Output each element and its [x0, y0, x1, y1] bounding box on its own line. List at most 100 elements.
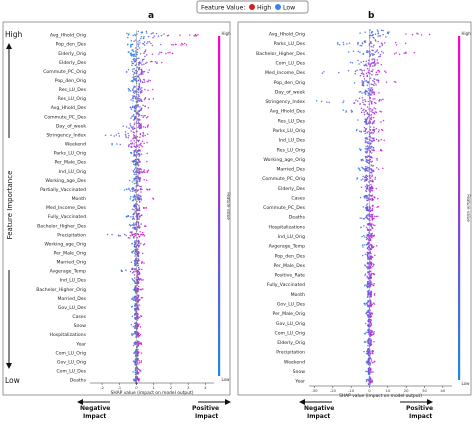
- shap-point: [363, 103, 365, 105]
- shap-point: [366, 149, 368, 152]
- shap-point: [372, 180, 374, 182]
- shap-point: [373, 303, 376, 305]
- shap-point: [354, 72, 356, 75]
- shap-point: [146, 152, 148, 155]
- shap-point: [371, 380, 374, 383]
- shap-point: [140, 62, 142, 64]
- shap-point: [360, 226, 362, 229]
- shap-point: [370, 235, 372, 237]
- shap-point: [139, 185, 141, 188]
- feature-label: Com_LU_Des: [56, 369, 86, 375]
- shap-point: [148, 69, 151, 71]
- shap-point: [132, 68, 134, 70]
- feature-row-points: [131, 202, 148, 212]
- feature-label: Parks_LU_Orig: [54, 151, 86, 157]
- shap-point: [363, 121, 366, 123]
- feature-row-points: [130, 330, 142, 338]
- feature-row-points: [131, 158, 148, 167]
- shap-point: [133, 274, 136, 276]
- shap-point: [143, 78, 145, 81]
- shap-point: [371, 174, 374, 176]
- shap-point: [363, 69, 365, 72]
- shap-point: [133, 235, 135, 238]
- feature-label: Med_Income_Des: [46, 205, 87, 211]
- shap-point: [376, 59, 379, 61]
- shap-point: [132, 115, 134, 117]
- shap-point: [378, 71, 381, 73]
- shap-point: [371, 152, 373, 154]
- shap-point: [363, 302, 366, 305]
- shap-point: [138, 83, 140, 85]
- shap-point: [374, 63, 376, 66]
- shap-point: [369, 63, 372, 65]
- shap-point: [381, 44, 383, 46]
- feature-row-points: [349, 58, 383, 67]
- shap-point: [130, 140, 132, 142]
- feature-label: Married_Des: [276, 167, 305, 173]
- shap-point: [160, 43, 162, 46]
- shap-point: [372, 235, 375, 237]
- shap-point: [383, 42, 386, 44]
- shap-point: [132, 224, 134, 226]
- shap-point: [137, 313, 139, 315]
- shap-point: [131, 334, 133, 337]
- feature-label: Elderly_Orig: [277, 340, 305, 346]
- shap-point: [135, 39, 137, 41]
- shap-point: [138, 161, 141, 163]
- shap-point: [382, 167, 384, 170]
- shap-point: [132, 160, 134, 163]
- shap-point: [372, 46, 374, 48]
- shap-point: [385, 36, 387, 38]
- shap-point: [360, 179, 362, 181]
- shap-point: [366, 203, 369, 205]
- shap-point: [138, 169, 140, 171]
- shap-point: [343, 100, 345, 102]
- feature-row-points: [353, 77, 397, 87]
- shap-point: [369, 120, 372, 123]
- shap-point: [130, 108, 133, 111]
- feature-label: Pop_den_Orig: [274, 80, 305, 86]
- shap-point: [137, 41, 139, 43]
- shap-point: [428, 33, 431, 36]
- shap-point: [365, 216, 367, 219]
- shap-point: [146, 42, 148, 45]
- shap-point: [140, 288, 143, 291]
- shap-point: [326, 101, 328, 103]
- shap-point: [372, 132, 375, 134]
- shap-point: [138, 64, 140, 66]
- shap-point: [144, 49, 147, 51]
- shap-point: [366, 84, 369, 87]
- shap-point: [377, 32, 380, 34]
- feature-row-points: [130, 75, 152, 85]
- shap-point: [134, 64, 137, 67]
- shap-point: [369, 381, 372, 384]
- shap-point: [144, 62, 147, 64]
- shap-point: [133, 204, 136, 206]
- shap-point: [375, 138, 378, 140]
- shap-point: [369, 320, 372, 323]
- shap-point: [132, 250, 134, 253]
- x-tick-label: 40: [440, 388, 445, 393]
- shap-point: [131, 224, 133, 226]
- shap-point: [380, 138, 382, 141]
- shap-point: [132, 125, 135, 128]
- panel-a-colorbar-low: Low: [222, 377, 231, 382]
- shap-point: [367, 87, 370, 90]
- shap-point: [126, 32, 128, 35]
- shap-point: [374, 33, 377, 35]
- shap-point: [136, 118, 139, 120]
- shap-point: [130, 117, 132, 119]
- shap-point: [141, 60, 144, 62]
- shap-point: [138, 39, 141, 42]
- shap-point: [373, 128, 376, 131]
- feature-label: Fully_Vaccinated: [48, 214, 86, 220]
- shap-point: [148, 98, 150, 100]
- panel-b-colorbar-high: High: [462, 31, 472, 36]
- shap-point: [380, 99, 382, 101]
- shap-point: [365, 226, 368, 229]
- shap-point: [363, 130, 365, 133]
- shap-point: [355, 129, 358, 132]
- shap-point: [136, 332, 139, 334]
- shap-point: [134, 211, 136, 214]
- shap-point: [135, 178, 137, 180]
